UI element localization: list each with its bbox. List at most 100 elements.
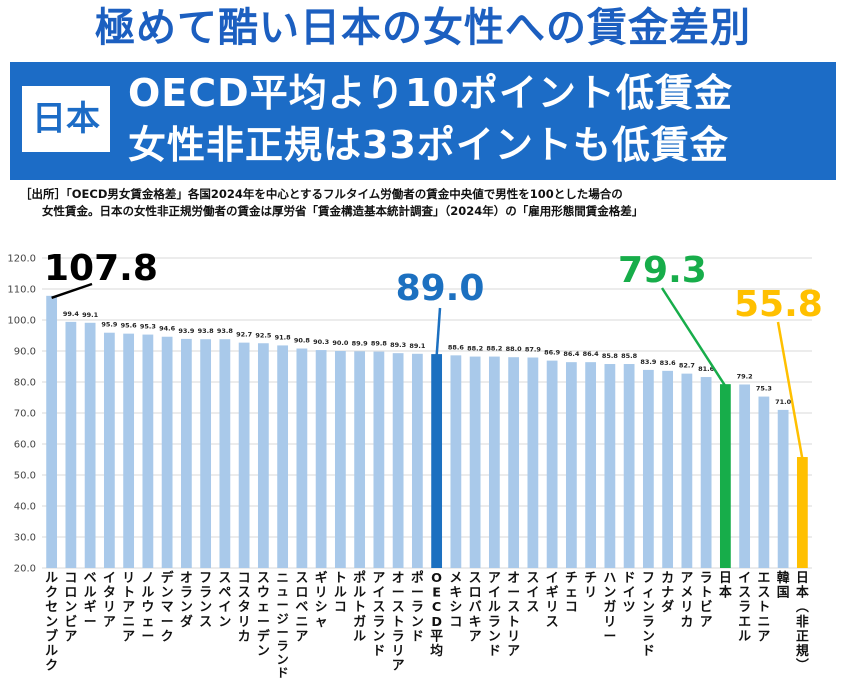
bar (623, 364, 635, 568)
data-label: 89.3 (390, 341, 406, 349)
data-label: 90.0 (332, 339, 349, 347)
data-label: 90.8 (294, 337, 311, 345)
y-tick-label: 20.0 (14, 564, 36, 575)
bar (700, 377, 712, 568)
x-tick-label: ラトビア (700, 571, 713, 630)
y-tick-label: 60.0 (14, 440, 36, 451)
bar (257, 343, 269, 568)
x-tick-label: スペイン (218, 571, 231, 630)
y-tick-label: 30.0 (14, 533, 36, 544)
data-label: 99.4 (63, 310, 80, 318)
x-tick-label: ベルギー (84, 571, 97, 630)
x-tick-label: ルクセンブルク (45, 571, 58, 674)
data-label: 91.8 (275, 333, 292, 341)
bar (488, 356, 500, 568)
data-label: 92.7 (236, 331, 252, 339)
data-label: 71.0 (775, 398, 792, 406)
x-tick-label: オーストリア (507, 571, 520, 659)
headline-line-2: 女性非正規は33ポイントも低賃金 (128, 123, 729, 167)
callout-label: 107.8 (44, 248, 158, 289)
x-tick-label: ノルウェー (141, 571, 154, 644)
data-label: 86.9 (544, 349, 561, 357)
x-tick-label: ニュージーランド (277, 571, 289, 680)
bar (739, 384, 751, 568)
callout-leader (776, 321, 804, 460)
bar (450, 355, 462, 568)
data-label: 99.1 (82, 311, 99, 319)
bar (103, 332, 115, 568)
headline-banner (10, 62, 836, 180)
data-label: 82.7 (679, 362, 695, 370)
x-tick-label: コスタリカ (238, 571, 251, 644)
data-label: 90.3 (313, 338, 329, 346)
data-label: 95.3 (140, 323, 156, 331)
data-label: 86.4 (583, 350, 600, 358)
source-note-line-1: ［出所］「OECD男女賃金格差」各国2024年を中心とするフルタイム労働者の賃金… (20, 187, 623, 201)
x-tick-label: 日本︵非正規︶ (795, 571, 809, 674)
y-tick-label: 70.0 (14, 409, 36, 420)
data-label: 81.6 (698, 365, 715, 373)
bar (296, 348, 308, 568)
bar (719, 384, 731, 568)
data-label: 88.2 (467, 345, 483, 353)
bar (373, 351, 385, 568)
x-tick-label: フィンランド (642, 571, 655, 659)
bar (200, 339, 212, 568)
bar (681, 373, 693, 568)
callout-label: 79.3 (618, 250, 707, 291)
x-tick-label: フランス (199, 571, 212, 630)
bar (604, 364, 616, 568)
bar (565, 362, 577, 568)
bar (354, 351, 366, 568)
bar (642, 369, 654, 568)
data-label: 83.9 (640, 358, 657, 366)
data-label: 89.1 (409, 342, 426, 350)
data-label: 95.6 (121, 322, 138, 330)
x-tick-label: デンマーク (161, 570, 174, 644)
x-tick-label: カナダ (661, 571, 674, 615)
x-tick-label: メキシコ (449, 571, 462, 630)
data-label: 93.8 (198, 327, 215, 335)
page-title: 極めて酷い日本の女性への賃金差別 (95, 5, 751, 51)
data-label: 83.6 (660, 359, 677, 367)
bar (508, 357, 520, 568)
data-label: 92.5 (255, 331, 272, 339)
callout-leader (435, 307, 442, 357)
x-tick-label: チェコ (565, 571, 578, 615)
x-tick-label: ドイツ (623, 571, 636, 615)
x-tick-label: スイス (526, 571, 539, 615)
bar (392, 353, 404, 568)
bar (123, 333, 135, 568)
x-tick-label: エストニア (757, 571, 770, 644)
x-tick-label: O E C D 平均 (430, 571, 443, 659)
data-label: 88.0 (506, 345, 523, 353)
bar (431, 354, 443, 568)
data-label: 89.9 (352, 339, 369, 347)
bar (315, 350, 327, 568)
x-tick-label: リトアニア (122, 571, 135, 644)
data-label: 79.2 (737, 372, 753, 380)
x-tick-label: コロンビア (64, 571, 77, 644)
bar (219, 339, 231, 568)
data-label: 88.6 (448, 343, 465, 351)
bar (469, 356, 481, 568)
bar (662, 370, 674, 568)
x-tick-label: アメリカ (680, 571, 693, 630)
bar (796, 457, 808, 568)
bar (180, 338, 192, 568)
bar (546, 360, 558, 568)
x-tick-label: 日本 (719, 571, 732, 601)
x-tick-label: スロベニア (295, 571, 308, 644)
bar (585, 362, 597, 568)
callout-leader (660, 287, 727, 387)
data-label: 75.3 (756, 385, 772, 393)
y-tick-label: 90.0 (14, 347, 36, 358)
x-tick-label: オーストラリア (392, 571, 405, 674)
x-tick-label: チリ (584, 571, 597, 601)
x-tick-label: スウェーデン (257, 571, 270, 659)
bar (84, 322, 96, 568)
callout-label: 89.0 (396, 268, 485, 309)
y-tick-label: 120.0 (7, 254, 36, 265)
x-tick-label: ポルトガル (353, 570, 366, 644)
